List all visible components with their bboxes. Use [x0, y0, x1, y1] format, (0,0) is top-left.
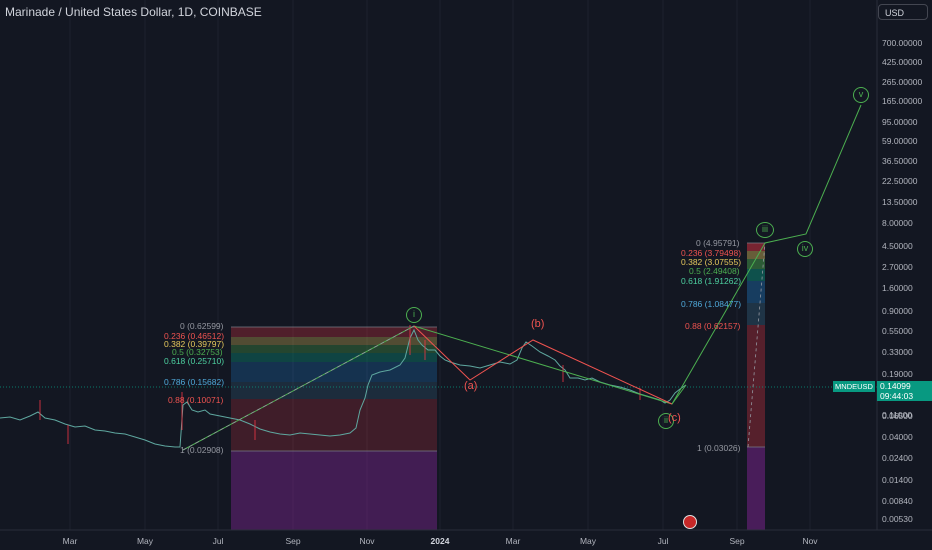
currency-button[interactable]: USD — [878, 4, 928, 20]
time-tick: Sep — [285, 536, 301, 546]
trend-dashed — [182, 325, 415, 451]
fib-retracement-left[interactable] — [231, 326, 437, 530]
time-tick: May — [136, 536, 154, 546]
price-tick: 0.55000 — [882, 326, 913, 336]
time-tick: Mar — [505, 536, 521, 546]
price-tick: 265.00000 — [882, 77, 923, 87]
candle-wicks — [39, 325, 641, 444]
fib-level-label: 0 (4.95791) — [696, 238, 740, 248]
wave-label-i[interactable]: i — [406, 307, 422, 323]
time-tick: Sep — [729, 536, 745, 546]
price-tick: 0.04000 — [882, 432, 913, 442]
wave-label-ii[interactable]: ii — [658, 413, 674, 429]
fib-level-label: 0.382 (3.07555) — [681, 257, 742, 267]
wave-label-b[interactable]: (b) — [531, 318, 545, 330]
fib-retracement-right[interactable] — [747, 242, 766, 530]
wave-label-v[interactable]: v — [853, 87, 869, 103]
event-flag-icon[interactable] — [683, 515, 697, 529]
price-tick: 0.11000 — [882, 410, 913, 420]
time-tick: Nov — [802, 536, 818, 546]
fib-level-label: 0.786 (0.15682) — [164, 377, 225, 387]
price-series — [0, 328, 687, 448]
price-tick: 165.00000 — [882, 96, 923, 106]
time-tick-year: 2024 — [430, 536, 450, 546]
fib-level-label: 1 (0.03026) — [697, 443, 741, 453]
price-tick: 0.00840 — [882, 496, 913, 506]
fib-level-label: 0.5 (0.32753) — [172, 347, 223, 357]
wave-label-a[interactable]: (a) — [464, 380, 478, 392]
wave-path-red — [413, 325, 673, 405]
wave-label-c[interactable]: (c) — [668, 412, 681, 424]
time-tick: Jul — [212, 536, 224, 546]
fib-level-label: 0.786 (1.08477) — [681, 299, 742, 309]
price-tick: 0.01400 — [882, 475, 913, 485]
time-tick: Mar — [62, 536, 78, 546]
grid — [69, 0, 811, 530]
price-tick: 425.00000 — [882, 57, 923, 67]
time-tick: May — [579, 536, 597, 546]
fib-level-label: 0.618 (0.25710) — [164, 356, 225, 366]
price-tick: 8.00000 — [882, 218, 913, 228]
wave-label-iv[interactable]: iv — [797, 241, 813, 257]
price-tick: 4.50000 — [882, 241, 913, 251]
last-price-value: 0.14099 — [880, 381, 911, 391]
last-price-tag: 0.14099 09:44:03 — [877, 381, 932, 401]
price-tick: 13.50000 — [882, 197, 918, 207]
price-tick: 0.33000 — [882, 347, 913, 357]
wave-label-iii[interactable]: iii — [756, 222, 774, 238]
price-tick: 0.90000 — [882, 306, 913, 316]
fib-level-label: 0.5 (2.49408) — [689, 266, 740, 276]
price-tick: 22.50000 — [882, 176, 918, 186]
fib-level-label: 0 (0.62599) — [180, 321, 224, 331]
price-tick: 1.60000 — [882, 283, 913, 293]
fib-level-label: 0.382 (0.39797) — [164, 339, 225, 349]
price-tick: 0.06500 — [882, 411, 913, 421]
wave-path-green-tail — [671, 384, 687, 405]
time-tick: Nov — [359, 536, 375, 546]
fib-level-label: 1 (0.02908) — [180, 445, 224, 455]
price-tick: 2.70000 — [882, 262, 913, 272]
symbol-tag: MNDEUSD — [833, 381, 875, 392]
price-tick: 36.50000 — [882, 156, 918, 166]
fib-level-label: 0.236 (3.79498) — [681, 248, 742, 258]
price-tick: 0.00530 — [882, 514, 913, 524]
fib-level-label: 0.88 (0.10071) — [168, 395, 224, 405]
price-tick: 0.19000 — [882, 369, 913, 379]
price-tick: 0.02400 — [882, 453, 913, 463]
fib-level-label: 0.618 (1.91262) — [681, 276, 742, 286]
price-tick: 95.00000 — [882, 117, 918, 127]
fib-level-label: 0.236 (0.46512) — [164, 331, 225, 341]
chart-title: Marinade / United States Dollar, 1D, COI… — [5, 5, 262, 19]
price-tick: 59.00000 — [882, 136, 918, 146]
bar-countdown: 09:44:03 — [880, 391, 914, 401]
time-tick: Jul — [657, 536, 669, 546]
price-tick: 700.00000 — [882, 38, 923, 48]
fib-level-label: 0.88 (0.62157) — [685, 321, 741, 331]
